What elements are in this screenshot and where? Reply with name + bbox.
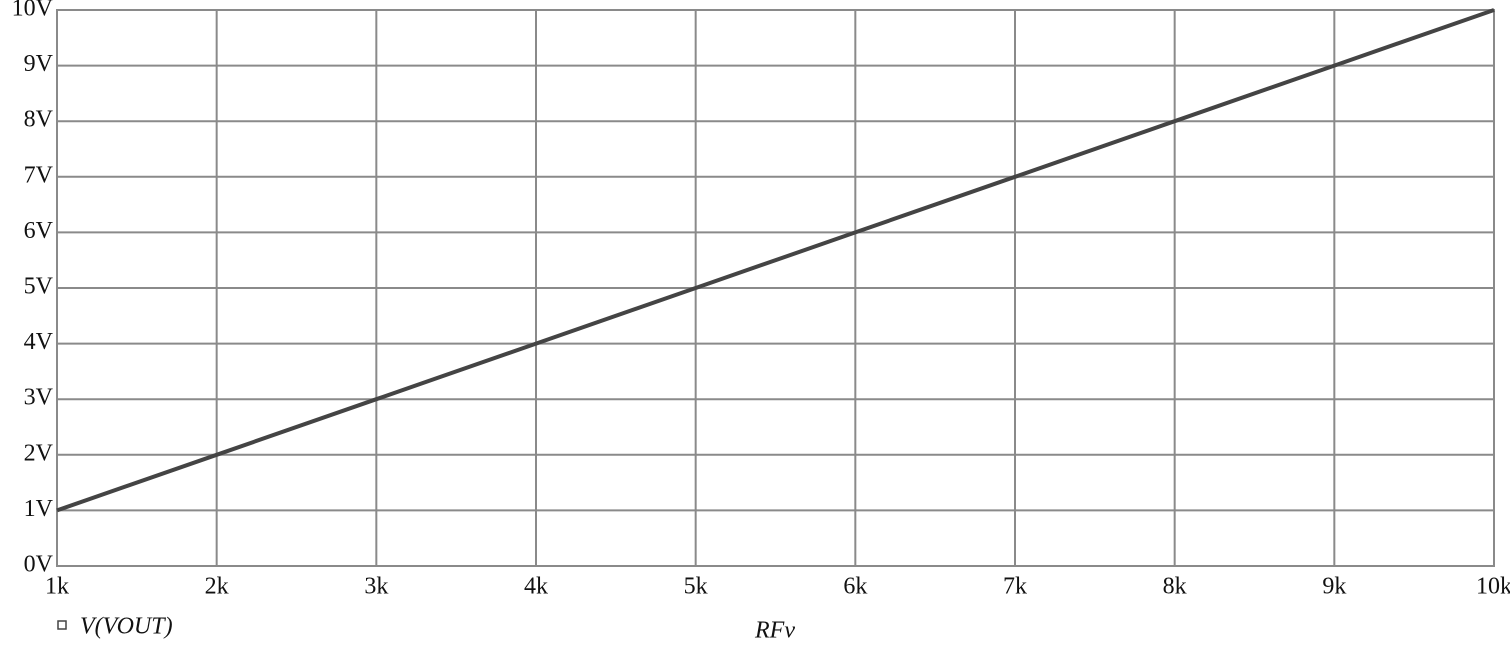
y-tick-label: 3V xyxy=(24,385,54,411)
x-tick-label: 6k xyxy=(843,574,867,600)
x-tick-label: 7k xyxy=(1003,574,1027,600)
legend-label: V(VOUT) xyxy=(80,614,173,640)
y-tick-label: 1V xyxy=(24,496,54,522)
legend-marker xyxy=(57,620,67,630)
y-tick-label: 6V xyxy=(24,218,54,244)
y-tick-label: 7V xyxy=(24,162,54,188)
x-tick-label: 10k xyxy=(1476,574,1510,600)
y-tick-label: 8V xyxy=(24,107,54,133)
y-tick-label: 4V xyxy=(24,329,54,355)
x-tick-label: 4k xyxy=(524,574,548,600)
x-tick-label: 5k xyxy=(684,574,708,600)
y-tick-label: 10V xyxy=(12,0,54,22)
y-tick-label: 2V xyxy=(24,440,54,466)
y-tick-label: 9V xyxy=(24,51,54,77)
x-tick-label: 1k xyxy=(45,574,69,600)
x-tick-label: 2k xyxy=(205,574,229,600)
y-tick-label: 5V xyxy=(24,274,54,300)
y-tick-label: 0V xyxy=(24,552,54,578)
data-line xyxy=(56,8,1495,513)
x-tick-label: 8k xyxy=(1163,574,1187,600)
x-tick-label: 9k xyxy=(1322,574,1346,600)
x-tick-label: 3k xyxy=(364,574,388,600)
x-axis-label: RFv xyxy=(754,618,795,644)
